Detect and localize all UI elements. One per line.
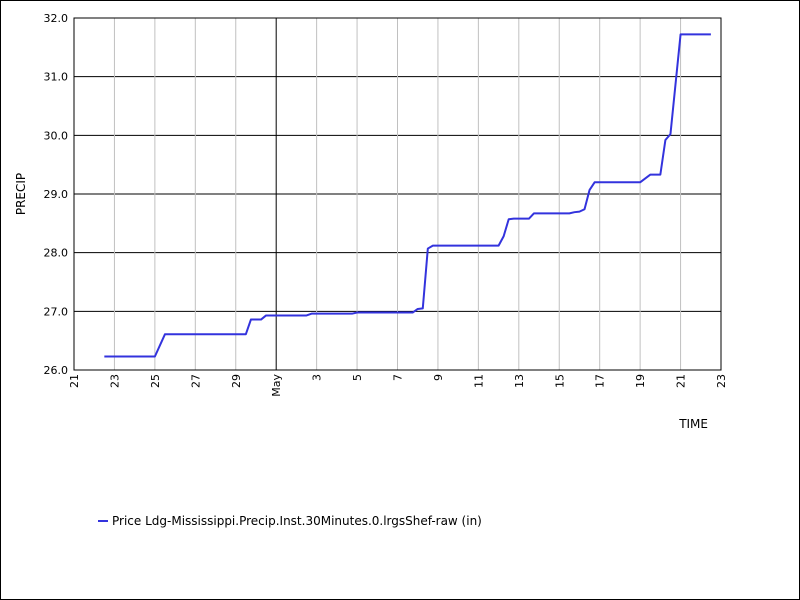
y-tick-label: 26.0: [44, 364, 69, 377]
x-tick-label: 15: [553, 374, 566, 388]
x-axis-label: TIME: [678, 417, 708, 431]
x-tick-label: 23: [108, 374, 121, 388]
x-tick-label: 11: [472, 374, 485, 388]
y-tick-label: 31.0: [44, 71, 69, 84]
x-tick-label: 5: [351, 374, 364, 381]
y-axis-ticks: 26.0 27.0 28.0 29.0 30.0 31.0 32.0: [44, 12, 69, 377]
x-tick-label: 13: [513, 374, 526, 388]
y-tick-label: 32.0: [44, 12, 69, 25]
x-tick-label: May: [270, 374, 283, 397]
x-tick-label: 21: [68, 374, 81, 388]
x-tick-label: 27: [189, 374, 202, 388]
x-tick-label: 3: [311, 374, 324, 381]
legend-label: Price Ldg-Mississippi.Precip.Inst.30Minu…: [112, 514, 482, 528]
x-tick-label: 23: [715, 374, 728, 388]
x-tick-label: 17: [594, 374, 607, 388]
y-tick-label: 30.0: [44, 129, 69, 142]
x-tick-label: 21: [675, 374, 688, 388]
legend: Price Ldg-Mississippi.Precip.Inst.30Minu…: [98, 514, 482, 528]
series-line: [104, 33, 711, 358]
x-tick-label: 29: [230, 374, 243, 388]
y-tick-label: 28.0: [44, 247, 69, 260]
x-tick-label: 19: [634, 374, 647, 388]
series-layer: [104, 33, 711, 358]
x-tick-label: 25: [149, 374, 162, 388]
y-tick-label: 29.0: [44, 188, 69, 201]
x-axis-ticks: 21 23 25 27 29 May 3 5 7 9 11 13 15 17 19 21 23: [68, 374, 728, 397]
x-tick-label: 7: [392, 374, 405, 381]
y-tick-label: 27.0: [44, 305, 69, 318]
plot-border: [73, 17, 722, 371]
legend-swatch: [98, 520, 108, 522]
x-tick-label: 9: [432, 374, 445, 381]
y-axis-label: PRECIP: [14, 173, 28, 215]
